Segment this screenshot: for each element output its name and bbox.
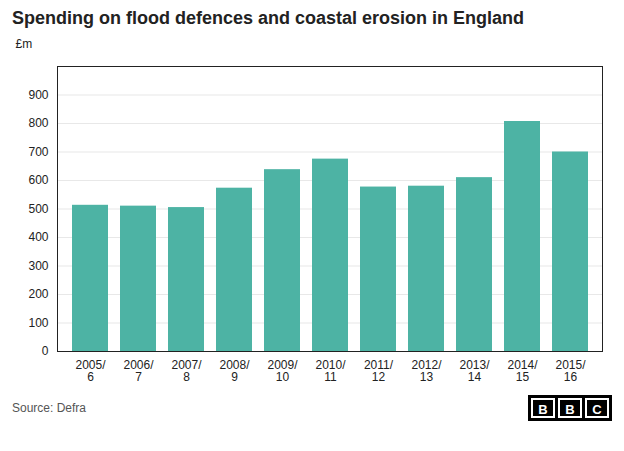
svg-text:900: 900 [28, 87, 48, 101]
svg-text:2010/11: 2010/11 [315, 358, 346, 384]
html-text:B: B [538, 401, 548, 417]
svg-text:2011/12: 2011/12 [364, 358, 394, 384]
svg-text:300: 300 [28, 258, 48, 272]
svg-text:200: 200 [28, 287, 48, 301]
html-text:C: C [592, 401, 602, 417]
svg-text:400: 400 [28, 230, 48, 244]
svg-text:100: 100 [28, 315, 48, 329]
svg-text:0: 0 [42, 344, 49, 358]
html-text:Spending on flood defences and: Spending on flood defences and coastal e… [12, 8, 525, 28]
svg-text:600: 600 [28, 173, 48, 187]
svg-text:800: 800 [28, 116, 48, 130]
svg-text:2009/10: 2009/10 [267, 358, 298, 384]
svg-text:2015/16: 2015/16 [555, 358, 586, 384]
html-text:B: B [565, 401, 575, 417]
svg-text:2007/8: 2007/8 [171, 358, 202, 384]
svg-text:2014/15: 2014/15 [507, 358, 538, 384]
svg-text:2005/6: 2005/6 [75, 358, 106, 384]
svg-text:2006/7: 2006/7 [123, 358, 154, 384]
svg-text:2008/9: 2008/9 [219, 358, 250, 384]
svg-text:500: 500 [28, 201, 48, 215]
svg-text:2012/13: 2012/13 [411, 358, 442, 384]
html-text:Source: Defra: Source: Defra [12, 400, 86, 415]
svg-text:£m: £m [16, 37, 33, 51]
svg-text:700: 700 [28, 144, 48, 158]
svg-text:2013/14: 2013/14 [459, 358, 490, 384]
